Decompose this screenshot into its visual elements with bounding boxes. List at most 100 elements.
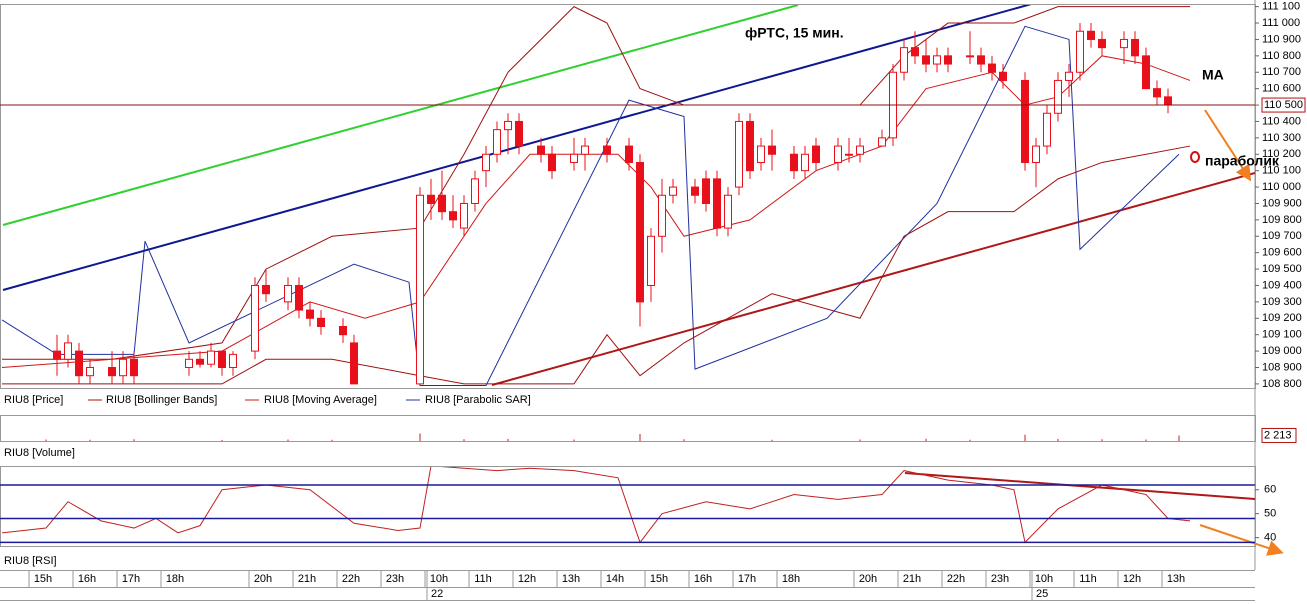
candle-body (1120, 38, 1128, 49)
candle-body (647, 235, 655, 286)
candle-body (790, 153, 798, 172)
candle-body (1098, 38, 1106, 49)
candle-body (504, 120, 512, 131)
candle-body (218, 350, 226, 368)
candle-body (1043, 112, 1051, 147)
candle-body (427, 194, 435, 204)
candle-body (86, 366, 94, 377)
x-tick-label: 18h (166, 573, 184, 585)
y-tick-label: 110 300 (1262, 132, 1301, 144)
y-tick-label: 109 500 (1262, 263, 1302, 275)
candle-body (735, 120, 743, 188)
x-tick-label: 20h (859, 573, 877, 585)
price-plot (1, 6, 1191, 387)
candle-body (999, 71, 1007, 81)
candle-body (438, 194, 446, 213)
legend-entry: RIU8 [Bollinger Bands] (106, 394, 217, 406)
x-tick-label: 10h (1035, 573, 1053, 585)
candle-body (537, 145, 545, 155)
x-tick-label: 15h (34, 573, 52, 585)
candle-body (1164, 96, 1172, 106)
candle-body (944, 55, 952, 65)
y-tick-label: 109 100 (1262, 329, 1302, 341)
candle-body (845, 153, 853, 156)
y-tick-label: 109 800 (1262, 214, 1302, 226)
marker-circle (1190, 151, 1200, 163)
bollinger-upper (2, 6, 1190, 360)
candle-body (207, 350, 215, 365)
candle-body (988, 63, 996, 73)
y-tick-label: 110 000 (1262, 181, 1301, 193)
y-tick-label: 109 000 (1262, 345, 1302, 357)
candle-body (416, 194, 424, 385)
candle-body (834, 145, 842, 163)
candle-body (724, 194, 732, 229)
x-tick-label: 23h (386, 573, 404, 585)
volume-last-box (1261, 427, 1297, 443)
candle-body (548, 153, 556, 172)
x-tick-label: 14h (606, 573, 624, 585)
candle-body (1131, 38, 1139, 57)
candle-body (64, 342, 72, 360)
x-tick-label: 22h (947, 573, 965, 585)
candle-body (977, 55, 985, 65)
candle-body (1065, 71, 1073, 81)
candle-body (1032, 145, 1040, 163)
y-tick-label: 109 200 (1262, 312, 1302, 324)
bollinger-lower (2, 145, 1191, 385)
candle-body (493, 129, 501, 155)
rsi-trend (904, 472, 1255, 500)
candle-body (75, 350, 83, 377)
candle-body (339, 325, 347, 336)
volume-last-label: 2 213 (1264, 429, 1292, 441)
candle-body (196, 358, 204, 365)
candle-body (251, 284, 259, 352)
candle-body (658, 194, 666, 237)
y-tick-label: 111 000 (1262, 17, 1300, 29)
legend-entry: RIU8 [Moving Average] (264, 394, 377, 406)
legend-entry: RIU8 [Volume] (4, 447, 75, 459)
candle-body (878, 137, 886, 147)
candle-body (581, 145, 589, 155)
x-tick-label: 15h (650, 573, 668, 585)
annotation: параболик (1205, 153, 1280, 169)
x-tick-label: 17h (738, 573, 756, 585)
candle-body (933, 55, 941, 65)
y-tick-label: 109 400 (1262, 279, 1302, 291)
candle-body (625, 145, 633, 163)
candle-body (812, 145, 820, 163)
y-tick-label: 110 600 (1262, 83, 1301, 95)
candle-body (295, 284, 303, 311)
arrow (1199, 524, 1284, 556)
candle-body (702, 178, 710, 204)
candle-body (1153, 88, 1161, 98)
x-tick-label: 20h (254, 573, 272, 585)
y-tick-label: 109 900 (1262, 197, 1302, 209)
candle-body (691, 186, 699, 196)
x-tick-label: 22h (342, 573, 360, 585)
candle-body (130, 358, 138, 377)
date-label: 25 (1036, 588, 1048, 600)
y-tick-label: 60 (1264, 484, 1276, 496)
candle-body (1054, 79, 1062, 114)
rsi-plot (1, 467, 1255, 544)
candle-body (482, 153, 490, 172)
x-tick-label: 21h (903, 573, 921, 585)
last-price-label: 110 500 (1264, 99, 1303, 111)
y-tick-label: 110 100 (1262, 165, 1301, 177)
candle-body (570, 153, 578, 163)
legend-entry: RIU8 [RSI] (4, 555, 57, 567)
y-tick-label: 40 (1264, 532, 1276, 544)
candle-body (922, 55, 930, 65)
x-tick-label: 18h (782, 573, 800, 585)
y-tick-label: 108 800 (1262, 378, 1302, 390)
x-tick-label: 11h (474, 573, 492, 585)
frames (0, 0, 1256, 601)
y-tick-label: 108 900 (1262, 361, 1302, 373)
candle-body (284, 284, 292, 303)
candle-body (757, 145, 765, 163)
candle-body (53, 350, 61, 360)
x-tick-label: 23h (991, 573, 1009, 585)
candle-body (108, 366, 116, 377)
